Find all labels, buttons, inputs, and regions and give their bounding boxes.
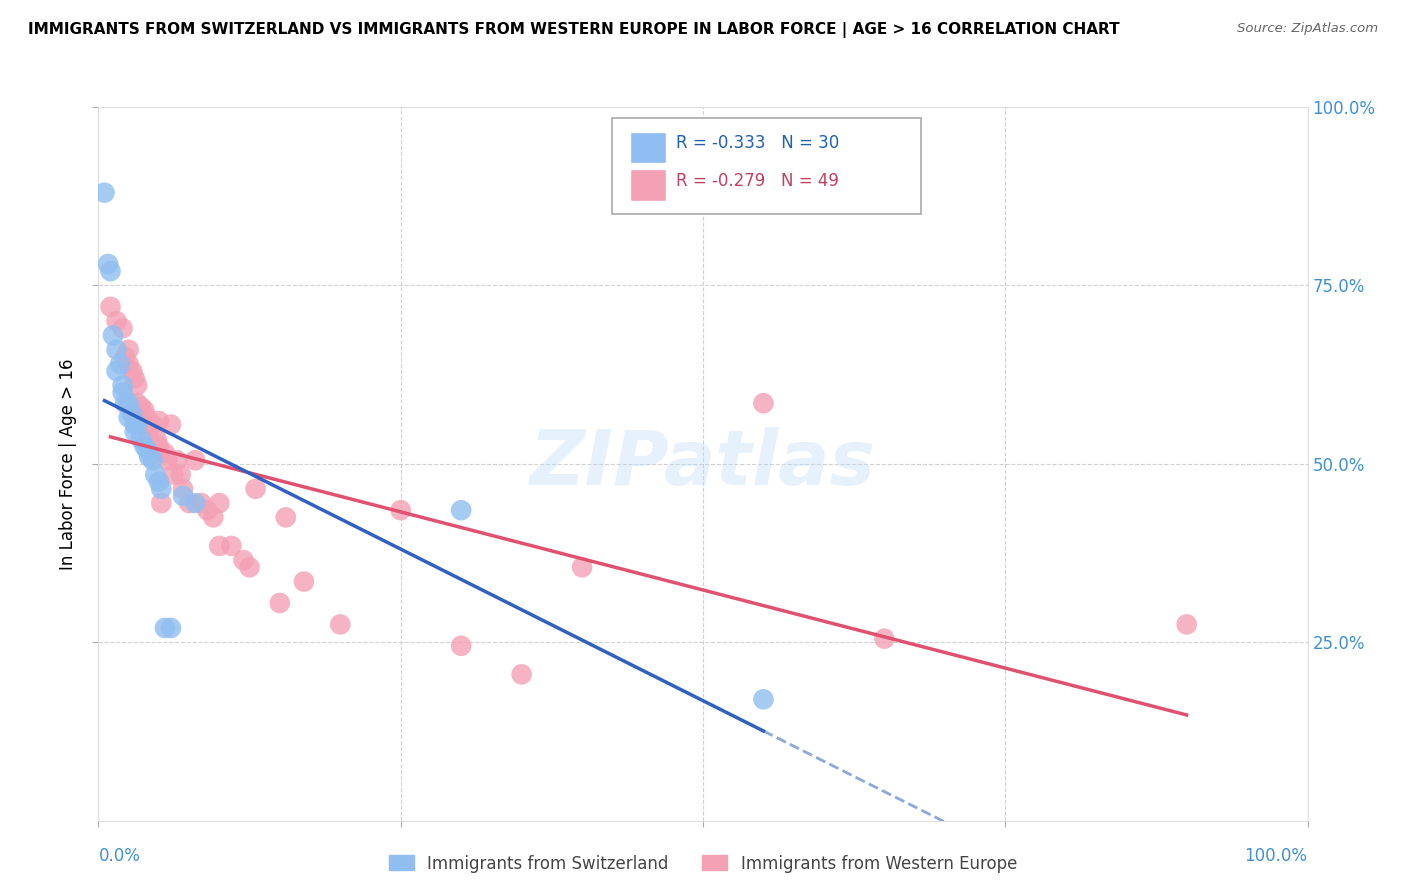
Point [138, 417, 160, 432]
Point [450, 503, 472, 517]
Point [108, 357, 131, 371]
Point [292, 574, 315, 589]
Point [135, 410, 157, 425]
Point [142, 453, 165, 467]
FancyBboxPatch shape [613, 118, 921, 214]
Point [153, 621, 176, 635]
Point [129, 432, 152, 446]
Point [752, 396, 775, 410]
Point [114, 350, 136, 364]
Text: ZIPatlas: ZIPatlas [530, 427, 876, 500]
Point [160, 417, 183, 432]
Point [195, 503, 218, 517]
Point [148, 414, 170, 428]
Point [101, 328, 124, 343]
Point [752, 692, 775, 706]
Point [118, 343, 141, 357]
Point [118, 410, 141, 425]
Point [450, 639, 472, 653]
Point [135, 442, 157, 457]
Point [124, 371, 146, 385]
Legend: Immigrants from Switzerland, Immigrants from Western Europe: Immigrants from Switzerland, Immigrants … [382, 848, 1024, 880]
Text: 100.0%: 100.0% [1244, 847, 1308, 865]
Point [156, 453, 179, 467]
Point [97, 257, 120, 271]
Point [245, 482, 267, 496]
Point [166, 453, 188, 467]
Point [148, 439, 170, 453]
Point [124, 417, 146, 432]
Point [190, 496, 212, 510]
Point [162, 467, 184, 482]
Point [129, 400, 152, 414]
Point [145, 432, 167, 446]
Point [138, 428, 160, 442]
Point [172, 482, 194, 496]
Text: 0.0%: 0.0% [98, 847, 141, 865]
Point [510, 667, 533, 681]
Point [571, 560, 593, 574]
Point [239, 560, 262, 574]
Point [93, 186, 115, 200]
Point [160, 621, 183, 635]
Point [179, 496, 201, 510]
FancyBboxPatch shape [630, 132, 665, 163]
Point [138, 450, 160, 464]
Point [124, 425, 146, 439]
Point [389, 503, 412, 517]
Point [208, 539, 231, 553]
Text: R = -0.333   N = 30: R = -0.333 N = 30 [676, 135, 839, 153]
Point [105, 343, 128, 357]
Point [134, 439, 156, 453]
Y-axis label: In Labor Force | Age > 16: In Labor Force | Age > 16 [59, 358, 77, 570]
Point [127, 417, 149, 432]
Point [100, 300, 122, 314]
Point [143, 467, 166, 482]
Point [148, 475, 170, 489]
Point [114, 396, 136, 410]
Point [118, 357, 141, 371]
Point [105, 364, 128, 378]
Point [121, 364, 143, 378]
Point [208, 496, 231, 510]
Point [873, 632, 896, 646]
Point [111, 385, 134, 400]
Point [274, 510, 297, 524]
Point [111, 378, 134, 392]
Point [269, 596, 291, 610]
Point [150, 496, 173, 510]
Point [221, 539, 243, 553]
Point [150, 482, 173, 496]
Point [127, 378, 149, 392]
Text: IMMIGRANTS FROM SWITZERLAND VS IMMIGRANTS FROM WESTERN EUROPE IN LABOR FORCE | A: IMMIGRANTS FROM SWITZERLAND VS IMMIGRANT… [28, 22, 1119, 38]
Point [142, 417, 165, 432]
Point [202, 510, 225, 524]
Point [105, 314, 128, 328]
Point [127, 396, 149, 410]
Point [184, 453, 207, 467]
FancyBboxPatch shape [630, 169, 665, 201]
Text: Source: ZipAtlas.com: Source: ZipAtlas.com [1237, 22, 1378, 36]
Point [169, 467, 191, 482]
Point [111, 321, 134, 335]
Point [172, 489, 194, 503]
Point [153, 446, 176, 460]
Point [121, 407, 143, 421]
Text: R = -0.279   N = 49: R = -0.279 N = 49 [676, 171, 839, 189]
Point [1175, 617, 1198, 632]
Point [329, 617, 352, 632]
Point [134, 403, 156, 417]
Point [100, 264, 122, 278]
Point [184, 496, 207, 510]
Point [118, 396, 141, 410]
Point [232, 553, 254, 567]
